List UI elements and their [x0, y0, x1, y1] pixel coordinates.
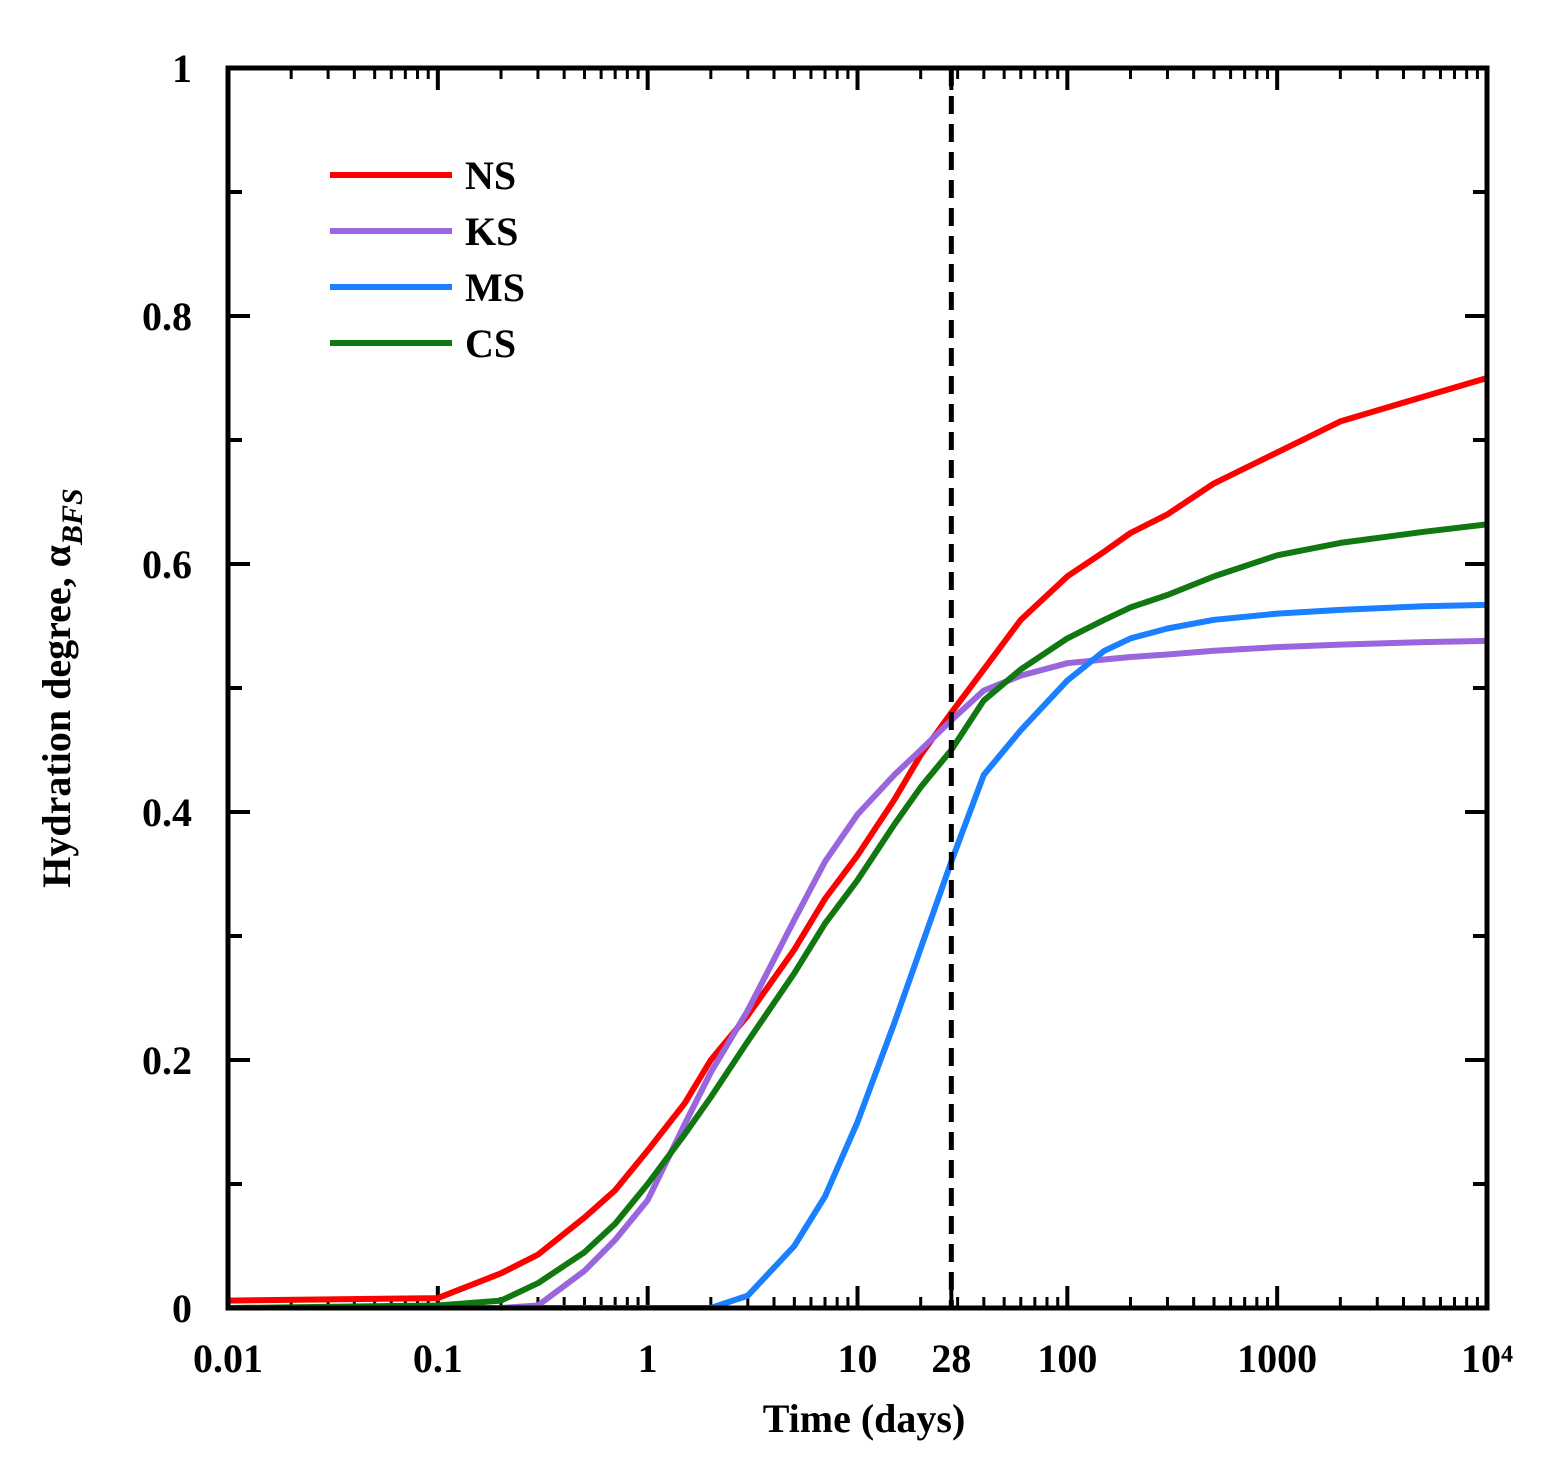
legend-label: KS [465, 209, 518, 254]
x-tick-label: 0.01 [193, 1336, 263, 1381]
x-axis-label: Time (days) [763, 1396, 966, 1441]
y-tick-label: 0.8 [142, 294, 192, 339]
x-tick-label: 100 [1037, 1336, 1097, 1381]
x-tick-label: 10 [838, 1336, 878, 1381]
y-axis-label: Hydration degree, αBFS [34, 488, 89, 887]
y-axis-label-subscript: BFS [56, 488, 89, 546]
legend-label: CS [465, 321, 516, 366]
y-tick-label: 0 [172, 1286, 192, 1331]
y-tick-label: 0.4 [142, 790, 192, 835]
x-tick-label: 28 [931, 1336, 971, 1381]
series-line [228, 521, 1487, 1308]
x-tick-label: 10⁴ [1461, 1336, 1513, 1381]
plot-frame [225, 65, 1490, 1311]
series-line [228, 637, 1487, 1308]
series-line [228, 375, 1487, 1304]
series-line [228, 601, 1487, 1308]
x-tick-label: 1 [638, 1336, 658, 1381]
legend-label: MS [465, 265, 525, 310]
x-tick-label: 1000 [1237, 1336, 1317, 1381]
y-tick-label: 0.2 [142, 1038, 192, 1083]
y-tick-label: 0.6 [142, 542, 192, 587]
legend-label: NS [465, 153, 516, 198]
plot-area [228, 375, 1487, 1308]
y-axis-label-main: Hydration degree, α [34, 545, 79, 888]
y-tick-label: 1 [172, 46, 192, 91]
x-tick-label: 0.1 [413, 1336, 463, 1381]
